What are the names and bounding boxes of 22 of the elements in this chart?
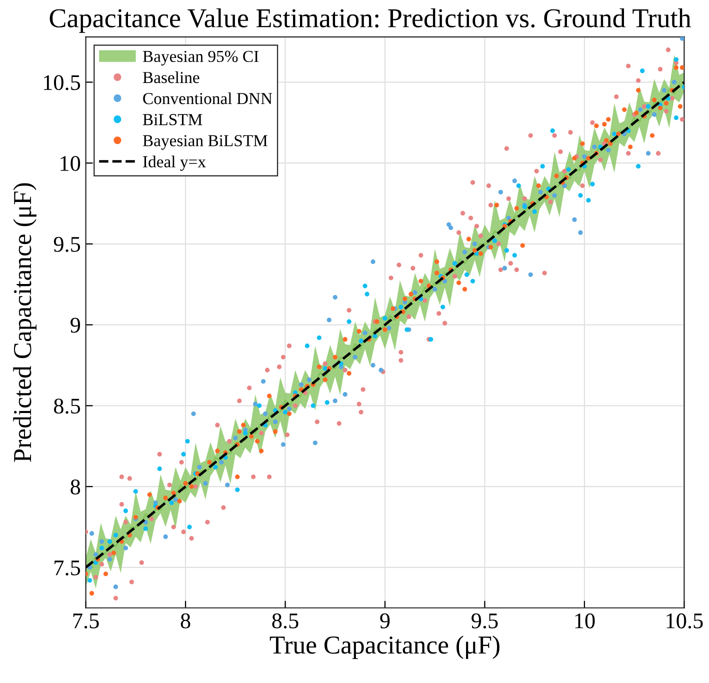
- legend-label: Baseline: [142, 71, 200, 84]
- x-tick-label: 9.5: [472, 613, 498, 628]
- y-tick-label: 10.5: [44, 75, 80, 90]
- x-tick-label: 10.5: [666, 613, 703, 628]
- legend-label: Conventional DNN: [143, 92, 272, 104]
- legend-label: Bayesian BiLSTM: [142, 135, 268, 150]
- y-axis-title: Predicted Capacitance (μF): [13, 183, 36, 462]
- y-tick-label: 8: [70, 479, 80, 494]
- y-tick-label: 9: [70, 318, 80, 333]
- y-tick-label: 10: [60, 156, 80, 171]
- legend-label: Ideal y=x: [143, 156, 206, 171]
- legend-label: BiLSTM: [142, 114, 202, 126]
- x-tick-label: 8: [180, 613, 190, 628]
- y-tick-label: 8.5: [54, 398, 80, 414]
- x-tick-label: 8.5: [272, 613, 298, 628]
- y-tick-label: 9.5: [54, 236, 80, 252]
- x-tick-label: 10: [575, 613, 595, 628]
- x-tick-label: 9: [380, 613, 390, 628]
- chart-title: Capacitance Value Estimation: Prediction vs. Ground Truth: [50, 8, 692, 33]
- legend-label: Bayesian 95% CI: [142, 50, 259, 66]
- x-axis-title: True Capacitance (μF): [270, 636, 500, 659]
- y-tick-label: 7.5: [54, 560, 80, 576]
